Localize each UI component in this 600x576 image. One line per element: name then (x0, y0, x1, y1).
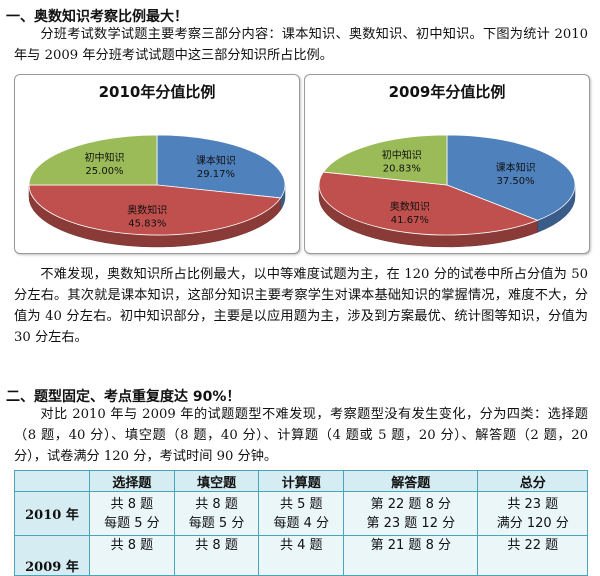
cell-line: 每题 5 分 (104, 515, 160, 531)
table-header-calc: 计算题 (258, 470, 345, 492)
cell-line: 共 8 题 (110, 538, 154, 553)
slice-value-label: 25.00% (85, 166, 123, 177)
pie-chart-2010: 2010年分值比例课本知识 29.17% 奥数知识 45.83% 初中知识 25.00% (14, 74, 300, 254)
table-header-solve: 解答题 (343, 470, 479, 492)
pie-slice (28, 184, 282, 236)
table-cell: 共 8 题每题 5 分 (89, 491, 175, 536)
table-cell: 共 8 题 (89, 535, 175, 576)
table-cell: 共 4 题 (258, 535, 345, 576)
row-year: 2010 年 (14, 491, 90, 536)
slice-value-label: 29.17% (197, 169, 235, 180)
pie-slice (156, 134, 286, 199)
slice-value-label: 45.83% (128, 219, 166, 230)
cell-line: 共 22 题 (507, 538, 559, 553)
pie-slice (446, 134, 576, 221)
table-cell: 共 8 题 (173, 535, 260, 576)
table-header-row: 选择题 填空题 计算题 解答题 总分 (14, 470, 588, 492)
table-cell: 共 5 题每题 4 分 (258, 491, 345, 536)
cell-line: 满分 120 分 (496, 515, 569, 531)
slice-category-label: 奥数知识 (127, 204, 167, 217)
cell-line: 共 4 题 (280, 538, 323, 553)
question-type-table: 选择题 填空题 计算题 解答题 总分 2010 年 共 8 题每题 5 分 共 … (14, 470, 588, 576)
table-cell: 共 22 题 (477, 535, 588, 576)
cell-line: 第 22 题 8 分 (370, 496, 451, 512)
slice-value-label: 37.50% (497, 176, 535, 187)
cell-line: 共 8 题 (195, 538, 238, 553)
pie-chart-2009: 2009年分值比例课本知识 37.50% 奥数知识 41.67% 初中知识 20.83% (304, 74, 590, 254)
slice-category-label: 课本知识 (196, 154, 236, 167)
table-header-total: 总分 (477, 470, 588, 492)
section2-intro: 对比 2010 年与 2009 年的试题题型不难发现，考察题型没有发生变化，分为… (14, 407, 588, 464)
chart-title: 2010年分值比例 (99, 83, 216, 101)
table-cell: 第 22 题 8 分第 23 题 12 分 (343, 491, 479, 536)
slice-category-label: 初中知识 (85, 151, 125, 164)
section1-heading: 一、奥数知识考察比例最大！ (6, 9, 188, 25)
chart-title: 2009年分值比例 (389, 83, 506, 101)
table-row: 2010 年 共 8 题每题 5 分 共 8 题每题 5 分 共 5 题每题 4… (14, 491, 588, 536)
cell-line: 共 8 题 (195, 496, 238, 512)
cell-line: 共 23 题 (507, 496, 559, 512)
slice-value-label: 41.67% (391, 215, 429, 226)
pie-slice (28, 134, 158, 186)
table-cell: 共 8 题每题 5 分 (173, 491, 260, 536)
table-header-fill: 填空题 (173, 470, 260, 492)
slice-value-label: 20.83% (383, 163, 421, 174)
section1-analysis: 不难发现，奥数知识所占比例最大，以中等难度试题为主，在 120 分的试卷中所占分… (14, 267, 588, 345)
row-year: 2009 年 (14, 535, 90, 576)
cell-line: 每题 4 分 (273, 515, 330, 531)
section1-intro: 分班考试数学试题主要考察三部分内容：课本知识、奥数知识、初中知识。下图为统计 2… (14, 27, 588, 63)
slice-category-label: 课本知识 (496, 161, 536, 174)
slice-category-label: 奥数知识 (390, 200, 430, 213)
table-header-choice: 选择题 (89, 470, 175, 492)
cell-line: 共 8 题 (110, 496, 154, 512)
cell-line: 共 5 题 (280, 496, 323, 512)
table-cell: 第 21 题 8 分 (343, 535, 479, 576)
section2-heading: 二、题型固定、考点重复度达 90%！ (6, 389, 241, 405)
cell-line: 第 21 题 8 分 (370, 538, 451, 553)
table-row: 2009 年 共 8 题 共 8 题 共 4 题 第 21 题 8 分 共 22… (14, 535, 588, 576)
table-header-corner (14, 470, 90, 492)
pie-slice (322, 134, 448, 186)
pie-slice (318, 171, 539, 236)
cell-line: 第 23 题 12 分 (366, 515, 456, 531)
slice-category-label: 初中知识 (382, 148, 422, 161)
table-cell: 共 23 题满分 120 分 (477, 491, 588, 536)
cell-line: 每题 5 分 (188, 515, 245, 531)
